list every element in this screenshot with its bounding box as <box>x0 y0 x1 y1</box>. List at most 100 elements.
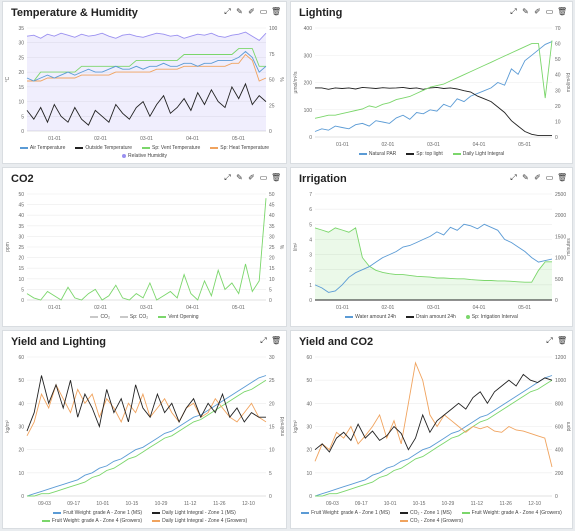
y2-tick-label: 15 <box>269 266 275 272</box>
expand-icon[interactable]: ⤢ <box>260 336 267 345</box>
series-line <box>314 373 553 453</box>
y2-tick-label: 10 <box>269 448 275 454</box>
legend-item[interactable]: Sp: Vent Temperature <box>141 145 201 151</box>
y-tick-label: 25 <box>18 245 24 251</box>
legend-label: Fruit Weight: grade A - Zone 4 (Growers) <box>51 518 143 524</box>
trash-icon[interactable]: 🗑 <box>271 173 282 182</box>
legend-item[interactable]: Daily Light Integral - Zone 4 (Growers) <box>152 518 247 524</box>
legend-swatch <box>210 147 219 149</box>
panel-title: Yield and CO2 <box>299 336 374 348</box>
trash-icon[interactable]: 🗑 <box>271 336 282 345</box>
legend-item[interactable]: Air Temperature <box>19 145 65 151</box>
y2-tick-label: 1000 <box>555 378 566 384</box>
legend-item[interactable]: Sp: Irrigation Interval <box>465 314 518 320</box>
y2-tick-label: 500 <box>555 277 564 283</box>
legend-swatch <box>301 512 310 514</box>
x-tick-label: 12-10 <box>528 501 541 507</box>
series-line <box>26 82 267 126</box>
legend-item[interactable]: Fruit Weight: grade A - Zone 1 (MS) <box>301 510 390 516</box>
legend-item[interactable]: Fruit Weight: grade A - Zone 1 (MS) <box>53 510 142 516</box>
comment-icon[interactable]: ✎ <box>236 173 243 182</box>
y-axis-label: ppm <box>5 242 11 252</box>
legend-item[interactable]: CO₂ - Zone 1 (MS) <box>399 510 452 516</box>
chart-legend: Fruit Weight: grade A - Zone 1 (MS) CO₂ -… <box>291 510 572 524</box>
y-tick-label: 2 <box>309 268 312 274</box>
legend-item[interactable]: Sp: Heat Temperature <box>210 145 269 151</box>
y-tick-label: 10 <box>306 471 312 477</box>
comment-icon[interactable]: ✎ <box>522 7 529 16</box>
comment-icon[interactable]: ✎ <box>522 173 529 182</box>
legend-item[interactable]: Drain amount 24h <box>406 314 456 320</box>
y2-tick-label: 10 <box>269 277 275 283</box>
trash-icon[interactable]: 🗑 <box>271 7 282 16</box>
legend-swatch <box>122 154 127 158</box>
legend-item[interactable]: CO₂ - Zone 4 (Growers) <box>399 518 463 524</box>
y-tick-label: 300 <box>304 53 313 59</box>
legend-item[interactable]: Relative Humidity <box>122 153 167 159</box>
x-tick-label: 03-01 <box>140 305 153 311</box>
y-tick-label: 40 <box>18 401 24 407</box>
legend-item[interactable]: Daily Light Integral <box>452 151 504 157</box>
expand-icon[interactable]: ⤢ <box>510 173 517 182</box>
legend-item[interactable]: Fruit Weight: grade A - Zone 4 (Growers) <box>461 510 562 516</box>
legend-item[interactable]: Natural PAR <box>358 151 396 157</box>
trash-icon[interactable]: 🗑 <box>557 336 568 345</box>
panel-toolbar: ⤢ ✎ ✐ ▭ 🗑 <box>223 173 282 182</box>
y2-axis-label: % <box>280 77 286 82</box>
legend-item[interactable]: Sp: top light <box>406 151 443 157</box>
archive-icon[interactable]: ▭ <box>259 7 268 16</box>
x-tick-label: 05-01 <box>232 305 245 311</box>
y-tick-label: 0 <box>21 494 24 500</box>
expand-icon[interactable]: ⤢ <box>546 336 553 345</box>
y2-tick-label: 15 <box>269 425 275 431</box>
edit-icon[interactable]: ✐ <box>534 7 541 16</box>
chart-legend: CO₂ Sp: CO₂ Vent Opening <box>3 314 286 320</box>
chart-2: 0 5 10 15 20 25 30 35 40 45 50 0 5 10 15 20 25 30 35 40 45 50… <box>5 192 286 311</box>
y-tick-label: 30 <box>18 425 24 431</box>
y2-tick-label: 25 <box>269 378 275 384</box>
edit-icon[interactable]: ✐ <box>534 173 541 182</box>
panel-toolbar: ⤢ 🗑 <box>259 336 282 345</box>
y2-tick-label: 50 <box>269 192 275 198</box>
x-tick-label: 11-26 <box>213 501 226 507</box>
trash-icon[interactable]: 🗑 <box>557 173 568 182</box>
legend-item[interactable]: Water amount 24h <box>345 314 396 320</box>
archive-icon[interactable]: ▭ <box>545 7 554 16</box>
x-tick-label: 04-01 <box>473 305 486 311</box>
edit-icon[interactable]: ✐ <box>248 173 255 182</box>
y2-tick-label: 0 <box>555 135 558 141</box>
comment-icon[interactable]: ✎ <box>236 7 243 16</box>
legend-item[interactable]: Sp: CO₂ <box>119 314 148 320</box>
y-tick-label: 20 <box>18 448 24 454</box>
x-tick-label: 02-01 <box>94 136 107 142</box>
legend-item[interactable]: Daily Light Integral - Zone 1 (MS) <box>152 510 236 516</box>
expand-icon[interactable]: ⤢ <box>224 7 231 16</box>
y2-tick-label: 1200 <box>555 355 566 361</box>
edit-icon[interactable]: ✐ <box>248 7 255 16</box>
trash-icon[interactable]: 🗑 <box>557 7 568 16</box>
series-line <box>26 375 267 497</box>
legend-item[interactable]: CO₂ <box>90 314 110 320</box>
y-tick-label: 7 <box>309 192 312 198</box>
y-tick-label: 0 <box>21 129 24 135</box>
y-tick-label: 400 <box>304 26 313 32</box>
x-tick-label: 03-01 <box>427 305 440 311</box>
panel-title: Lighting <box>299 7 343 19</box>
y2-axis-label: mol/m²/d <box>280 417 286 437</box>
x-tick-label: 10-01 <box>96 501 109 507</box>
expand-icon[interactable]: ⤢ <box>510 7 517 16</box>
x-tick-label: 11-26 <box>500 501 513 507</box>
legend-item[interactable]: Outside Temperature <box>75 145 132 151</box>
y-tick-label: 50 <box>18 378 24 384</box>
legend-label: Sp: Vent Temperature <box>151 145 201 151</box>
y2-tick-label: 0 <box>555 494 558 500</box>
archive-icon[interactable]: ▭ <box>545 173 554 182</box>
expand-icon[interactable]: ⤢ <box>224 173 231 182</box>
x-tick-label: 10-15 <box>413 501 426 507</box>
panel-title: Yield and Lighting <box>11 336 106 348</box>
legend-item[interactable]: Vent Opening <box>158 314 199 320</box>
series-line <box>314 41 553 132</box>
archive-icon[interactable]: ▭ <box>259 173 268 182</box>
legend-item[interactable]: Fruit Weight: grade A - Zone 4 (Growers) <box>41 518 143 524</box>
series-area <box>315 227 552 300</box>
